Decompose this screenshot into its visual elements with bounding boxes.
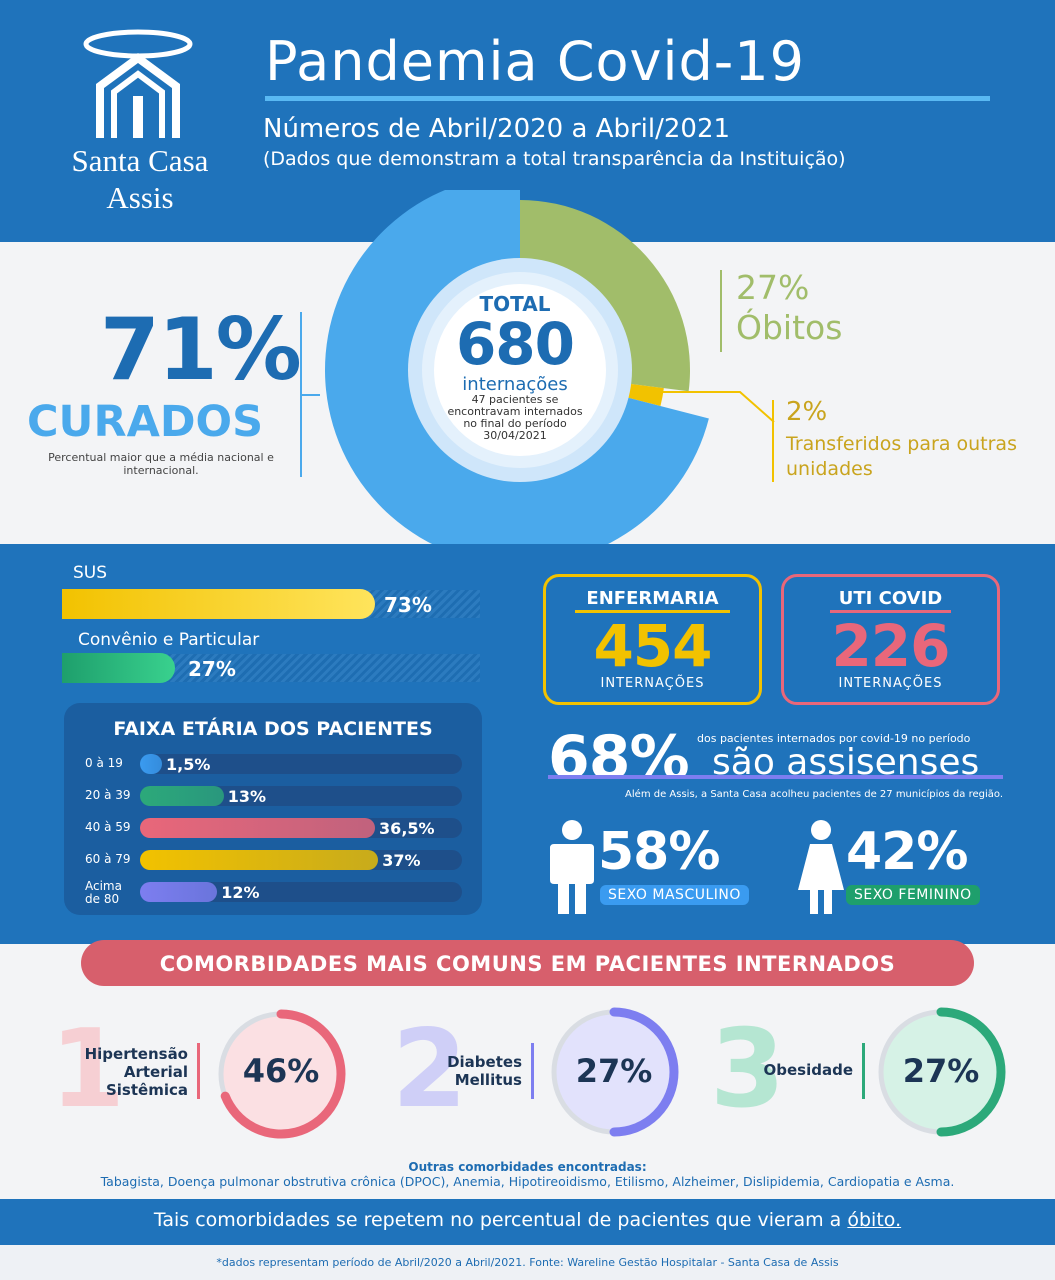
comorbidities-banner (81, 940, 974, 986)
uti-title: UTI COVID (838, 588, 943, 609)
female-label: SEXO FEMININO (846, 885, 980, 905)
enfermaria-sub: INTERNAÇÕES (600, 676, 705, 691)
age-bar (140, 786, 224, 806)
comorbidities-title: COMORBIDADES MAIS COMUNS EM PACIENTES IN… (159, 952, 896, 976)
age-percent: 13% (227, 787, 267, 806)
total-note: 47 pacientes se encontravam internados n… (447, 393, 583, 442)
male-label: SEXO MASCULINO (600, 885, 749, 905)
enfermaria-title: ENFERMARIA (586, 588, 719, 609)
convenio-percent: 27% (188, 657, 236, 681)
obitos-percent: 27% (736, 268, 810, 307)
assis-region-note: Além de Assis, a Santa Casa acolheu paci… (625, 789, 1003, 800)
curados-connector (300, 394, 320, 396)
ring-arc (936, 1007, 1006, 1137)
female-percent: 42% (846, 822, 968, 882)
age-percent: 37% (382, 851, 421, 870)
rank-3: 3 (710, 1007, 786, 1132)
total-unit: internações (462, 374, 568, 395)
page-subtitle: Números de Abril/2020 a Abril/2021 (263, 114, 731, 144)
ring-arc (220, 1009, 346, 1139)
comorbidity-ring-2 (551, 1007, 679, 1137)
female-icon (798, 820, 844, 914)
comorbidity-name-2: Diabetes Mellitus (447, 1053, 522, 1089)
curados-note: Percentual maior que a média nacional e … (48, 451, 274, 477)
age-label: 60 à 79 (85, 852, 131, 866)
ring-arc (609, 1007, 679, 1137)
assis-percent: 68% (548, 723, 690, 793)
repeat-text: Tais comorbidades se repetem no percentu… (153, 1209, 842, 1231)
repeat-underlined: óbito. (847, 1209, 902, 1231)
comorbidity-ring-1 (218, 1009, 346, 1139)
male-percent: 58% (598, 822, 720, 882)
uti-value: 226 (831, 612, 950, 680)
transferidos-bracket (772, 400, 774, 482)
uti-sub: INTERNAÇÕES (838, 676, 943, 691)
age-label: 0 à 19 (85, 756, 123, 770)
age-bar-track (140, 754, 462, 774)
age-bar-track (140, 882, 462, 902)
curados-percent: 71% (100, 300, 302, 400)
age-bar (140, 818, 376, 838)
other-comorbidities-title: Outras comorbidades encontradas: (408, 1160, 647, 1174)
comorbidity-name-1: Hipertensão Arterial Sistêmica (84, 1045, 188, 1099)
repeat-statement: Tais comorbidades se repetem no percentu… (0, 1209, 1055, 1231)
age-percent: 36,5% (379, 819, 435, 838)
footer-note: *dados representam período de Abril/2020… (216, 1256, 839, 1269)
title-underline (265, 96, 990, 101)
uti-card (781, 574, 1000, 705)
male-icon (550, 820, 594, 914)
convenio-label: Convênio e Particular (78, 630, 260, 650)
age-title: FAIXA ETÁRIA DOS PACIENTES (113, 718, 433, 740)
comorbidity-percent-3: 27% (902, 1052, 980, 1090)
age-label: 20 à 39 (85, 788, 131, 802)
sus-percent: 73% (384, 593, 432, 617)
comorbidity-percent-1: 46% (242, 1052, 320, 1090)
obitos-label: Óbitos (736, 308, 843, 347)
sus-bar (62, 589, 376, 619)
age-label: 40 à 59 (85, 820, 131, 834)
enfermaria-rule (575, 610, 730, 613)
age-bar (140, 882, 218, 902)
assis-underline (548, 775, 1003, 779)
sus-label: SUS (73, 563, 108, 583)
total-value: 680 (455, 310, 575, 378)
logo-text: Santa Casa (71, 143, 209, 178)
age-label: Acima de 80 (85, 879, 122, 906)
assis-note: dos pacientes internados por covid-19 no… (697, 732, 971, 745)
transferidos-label: Transferidos para outras unidades (786, 433, 1017, 480)
age-percent: 1,5% (166, 755, 211, 774)
transferidos-percent: 2% (786, 397, 828, 427)
convenio-bar (62, 653, 175, 683)
assis-label: são assisenses (712, 742, 980, 783)
age-panel (64, 703, 482, 915)
logo-text-city: Assis (106, 180, 174, 215)
donut-bottom-overlay (310, 544, 710, 564)
page-title: Pandemia Covid-19 (265, 30, 805, 93)
total-label: TOTAL (479, 292, 551, 316)
donut-hole (434, 284, 606, 456)
obitos-bracket (720, 270, 722, 352)
house-halo-logo-icon (83, 29, 193, 138)
comorbidity-divider-2 (531, 1043, 534, 1099)
transferidos-connector (642, 391, 775, 423)
comorbidity-ring-3 (878, 1007, 1006, 1137)
repeat-band (0, 1199, 1055, 1245)
age-bar (140, 850, 379, 870)
comorbidity-name-3: Obesidade (763, 1061, 853, 1079)
curados-label: CURADOS (27, 397, 264, 447)
rank-2: 2 (392, 1007, 468, 1132)
page-subtitle-note: (Dados que demonstram a total transparên… (263, 148, 846, 170)
comorbidity-percent-2: 27% (575, 1052, 653, 1090)
age-percent: 12% (221, 883, 260, 902)
comorbidity-divider-1 (197, 1043, 200, 1099)
outcome-donut-chart (325, 190, 709, 560)
other-comorbidities-list: Tabagista, Doença pulmonar obstrutiva cr… (100, 1174, 955, 1189)
age-bar (140, 754, 162, 774)
comorbidity-divider-3 (862, 1043, 865, 1099)
uti-rule (830, 610, 951, 613)
enfermaria-value: 454 (593, 612, 712, 680)
enfermaria-card (543, 574, 762, 705)
rank-1: 1 (50, 1007, 126, 1132)
